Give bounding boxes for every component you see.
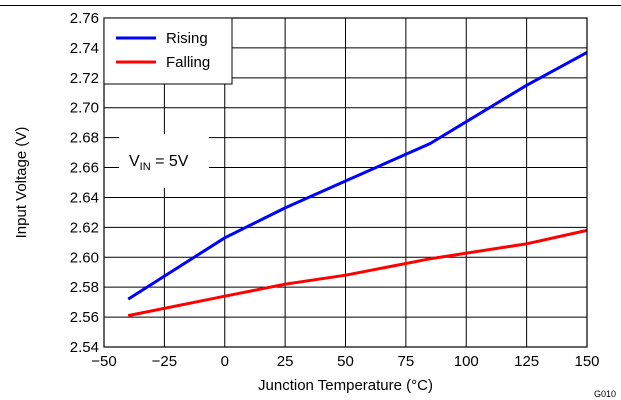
series-line-rising	[127, 51, 588, 301]
legend-label-rising: Rising	[166, 30, 208, 47]
x-tick-label: 150	[574, 353, 599, 370]
graph-id: G010	[594, 389, 616, 399]
grid	[104, 18, 587, 347]
legend: Rising Falling	[103, 17, 233, 85]
annotation-prefix: V	[129, 153, 140, 170]
y-tick-label: 2.56	[70, 309, 99, 326]
x-tick-label: 75	[398, 353, 415, 370]
y-tick-label: 2.74	[70, 40, 99, 57]
plot-frame	[103, 17, 588, 348]
annotation-text: VIN = 5V	[129, 153, 189, 173]
y-tick-label: 2.66	[70, 160, 99, 177]
legend-box	[103, 17, 233, 85]
x-tick-label: −25	[152, 353, 177, 370]
annotation-subscript: IN	[140, 161, 151, 173]
legend-label-falling: Falling	[166, 54, 210, 71]
x-tick-label: −50	[91, 353, 116, 370]
y-tick-label: 2.54	[70, 339, 99, 356]
x-tick-label: 50	[337, 353, 354, 370]
x-tick-label: 125	[514, 353, 539, 370]
x-tick-label: 25	[277, 353, 294, 370]
y-tick-label: 2.58	[70, 279, 99, 296]
x-axis-title: Junction Temperature (°C)	[258, 377, 433, 394]
y-tick-label: 2.62	[70, 219, 99, 236]
x-tick-labels: −50 −25 0 25 50 75 100 125 150	[91, 353, 599, 370]
vin-annotation: VIN = 5V	[119, 134, 209, 188]
series-layer	[127, 51, 588, 318]
y-tick-labels: 2.54 2.56 2.58 2.60 2.62 2.64 2.66 2.68 2.70 2.72…	[70, 10, 99, 356]
y-axis-title: Input Voltage (V)	[13, 127, 30, 239]
y-tick-label: 2.70	[70, 100, 99, 117]
x-tick-label: 0	[221, 353, 229, 370]
y-tick-label: 2.68	[70, 130, 99, 147]
series-line-falling	[127, 228, 588, 318]
x-tick-label: 100	[454, 353, 479, 370]
annotation-suffix: = 5V	[151, 153, 189, 170]
y-tick-label: 2.64	[70, 189, 99, 206]
annotation-box	[119, 134, 209, 188]
y-tick-label: 2.72	[70, 70, 99, 87]
y-tick-label: 2.76	[70, 10, 99, 27]
y-tick-label: 2.60	[70, 249, 99, 266]
